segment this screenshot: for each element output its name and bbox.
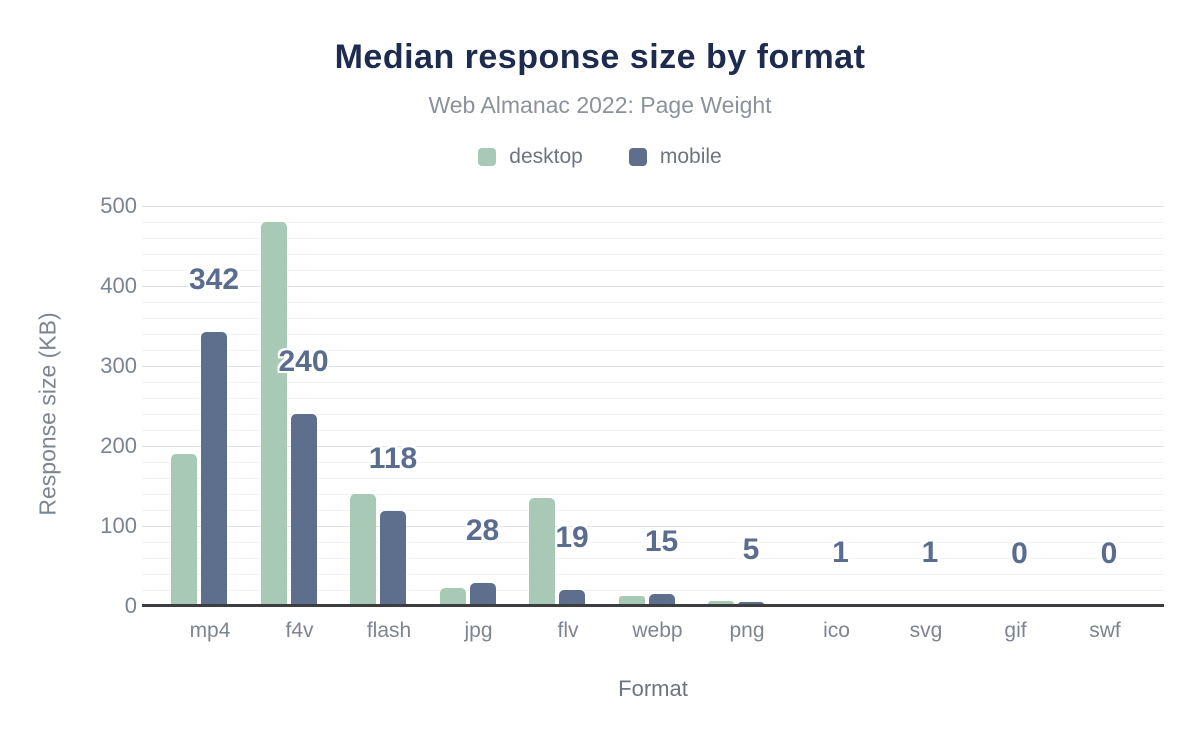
legend-label-mobile: mobile <box>659 145 722 168</box>
gridline-minor <box>142 349 1164 351</box>
bar-desktop-flash <box>350 494 376 606</box>
x-axis-tick-label: flash <box>366 619 412 642</box>
legend-label-desktop: desktop <box>509 145 583 168</box>
bar-mobile-f4v <box>290 413 317 606</box>
gridline-minor <box>142 221 1164 223</box>
bar-desktop-png <box>708 600 734 606</box>
bar-desktop-flv <box>529 498 555 606</box>
bar-desktop-webp <box>618 595 645 606</box>
gridline-minor <box>142 333 1164 335</box>
value-label-gif: 0 <box>1011 536 1028 570</box>
y-axis-tick-label: 100 <box>100 512 137 538</box>
x-axis-tick-label: png <box>729 619 765 642</box>
legend: desktop mobile <box>0 144 1200 170</box>
x-axis-tick-label: jpg <box>464 619 493 642</box>
gridline-minor <box>142 493 1164 495</box>
y-axis-tick-label: 300 <box>100 352 137 378</box>
legend-item-desktop: desktop <box>478 145 583 169</box>
gridline-minor <box>142 429 1164 431</box>
mobile-swatch-icon <box>628 148 647 166</box>
gridline-minor <box>142 301 1164 303</box>
gridline-minor <box>142 237 1164 239</box>
gridline-major <box>142 205 1164 207</box>
gridline-minor <box>142 573 1164 575</box>
gridline-minor <box>142 541 1164 543</box>
desktop-swatch-icon <box>478 148 497 166</box>
x-axis-line <box>142 604 1164 607</box>
value-label-f4v: 240 <box>278 344 329 378</box>
x-axis-tick-label: flv <box>557 619 579 642</box>
bar-mobile-png <box>738 601 764 606</box>
value-label-png: 5 <box>742 532 760 566</box>
gridline-minor <box>142 509 1164 511</box>
gridline-minor <box>142 269 1164 271</box>
gridline-major <box>142 525 1164 527</box>
bar-desktop-mp4 <box>171 453 197 606</box>
bar-desktop-f4v <box>260 222 287 606</box>
bar-mobile-flv <box>559 590 585 606</box>
value-label-ico: 1 <box>832 535 849 569</box>
x-axis-tick-label: ico <box>823 619 850 642</box>
gridline-minor <box>142 397 1164 399</box>
legend-item-mobile: mobile <box>628 145 722 169</box>
gridline-major <box>142 445 1164 447</box>
bar-mobile-flash <box>380 511 406 606</box>
gridline-minor <box>142 413 1164 415</box>
value-label-jpg: 28 <box>465 514 500 548</box>
gridline-minor <box>142 477 1164 479</box>
x-axis-tick-label: f4v <box>285 619 314 642</box>
gridline-minor <box>142 317 1164 319</box>
gridline-major <box>142 285 1164 287</box>
y-axis-tick-label: 400 <box>100 272 137 298</box>
gridline-minor <box>142 461 1164 463</box>
x-axis-tick-label: swf <box>1089 619 1121 642</box>
bar-mobile-jpg <box>469 583 496 606</box>
gridline-minor <box>142 381 1164 383</box>
y-axis-tick-label: 200 <box>100 432 137 458</box>
chart-subtitle: Web Almanac 2022: Page Weight <box>428 92 772 118</box>
value-label-mp4: 342 <box>188 262 240 296</box>
bar-desktop-jpg <box>439 587 466 606</box>
gridline-minor <box>142 557 1164 559</box>
x-axis-tick-label: gif <box>1004 619 1027 642</box>
x-axis-tick-label: mp4 <box>189 619 231 642</box>
value-label-svg: 1 <box>921 535 939 569</box>
chart-title: Median response size by format <box>334 38 866 76</box>
bar-mobile-mp4 <box>201 331 227 606</box>
gridline-minor <box>142 589 1164 591</box>
y-axis-tick-label: 0 <box>124 592 137 618</box>
value-label-swf: 0 <box>1100 536 1118 570</box>
x-axis-title: Format <box>618 676 688 701</box>
x-axis-tick-label: svg <box>909 619 943 642</box>
bar-mobile-webp <box>648 593 675 606</box>
x-axis-tick-label: webp <box>632 619 683 642</box>
gridline-major <box>142 365 1164 367</box>
y-axis-tick-label: 500 <box>100 192 137 218</box>
value-label-flv: 19 <box>555 521 589 555</box>
value-label-flash: 118 <box>368 442 418 476</box>
gridline-minor <box>142 253 1164 255</box>
value-label-webp: 15 <box>644 524 679 558</box>
